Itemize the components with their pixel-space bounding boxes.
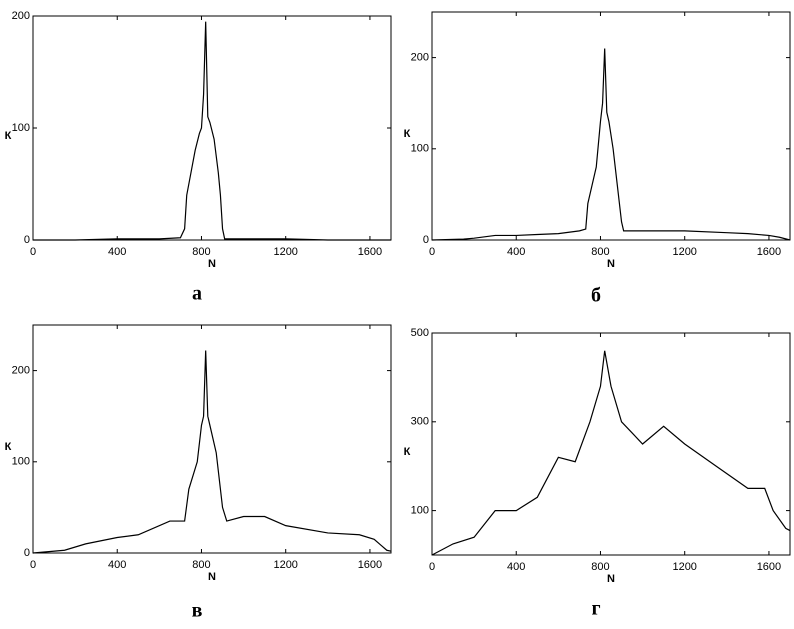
x-axis-label: N xyxy=(208,258,216,270)
panel-caption: б xyxy=(591,285,601,307)
y-tick-label: 0 xyxy=(24,547,30,559)
y-axis-label: К xyxy=(5,130,12,142)
plot-frame xyxy=(431,332,791,556)
x-tick-label: 400 xyxy=(507,246,525,258)
y-axis-label: К xyxy=(5,441,12,453)
x-tick-label: 800 xyxy=(192,559,210,571)
x-tick-label: 800 xyxy=(591,561,609,573)
x-tick-label: 1200 xyxy=(672,561,696,573)
x-tick-label: 400 xyxy=(108,559,126,571)
x-tick-label: 1200 xyxy=(273,559,297,571)
y-tick-label: 0 xyxy=(24,234,30,246)
x-tick-label: 800 xyxy=(192,246,210,258)
data-line xyxy=(33,21,391,241)
y-axis-label: К xyxy=(404,128,411,140)
x-tick-label: 0 xyxy=(30,559,36,571)
y-tick-label: 100 xyxy=(411,143,429,155)
panel-caption: в xyxy=(192,600,203,622)
y-axis-label: К xyxy=(404,446,411,458)
x-tick-label: 1600 xyxy=(757,246,781,258)
x-tick-label: 0 xyxy=(30,246,36,258)
y-tick-label: 200 xyxy=(12,10,30,22)
panel-caption: г xyxy=(591,598,600,620)
x-tick-label: 1600 xyxy=(358,559,382,571)
plot-frame xyxy=(32,324,392,554)
x-tick-label: 1200 xyxy=(672,246,696,258)
x-tick-label: 400 xyxy=(108,246,126,258)
y-tick-label: 200 xyxy=(12,365,30,377)
x-tick-label: 1600 xyxy=(358,246,382,258)
y-tick-label: 100 xyxy=(12,122,30,134)
data-line xyxy=(431,48,791,241)
x-axis-label: N xyxy=(607,573,615,585)
x-tick-label: 800 xyxy=(591,246,609,258)
y-tick-label: 100 xyxy=(411,505,429,517)
data-line xyxy=(32,350,392,554)
x-tick-label: 1600 xyxy=(757,561,781,573)
y-tick-label: 200 xyxy=(411,52,429,64)
y-tick-label: 0 xyxy=(423,234,429,246)
x-axis-label: N xyxy=(607,258,615,270)
x-axis-label: N xyxy=(208,571,216,583)
y-tick-label: 300 xyxy=(411,416,429,428)
plot-frame xyxy=(32,15,392,241)
x-tick-label: 0 xyxy=(429,246,435,258)
x-tick-label: 400 xyxy=(507,561,525,573)
panel-caption: а xyxy=(192,283,202,305)
y-tick-label: 100 xyxy=(12,456,30,468)
data-line xyxy=(431,350,791,556)
x-tick-label: 1200 xyxy=(273,246,297,258)
y-tick-label: 500 xyxy=(411,327,429,339)
x-tick-label: 0 xyxy=(429,561,435,573)
plot-frame xyxy=(431,11,791,241)
